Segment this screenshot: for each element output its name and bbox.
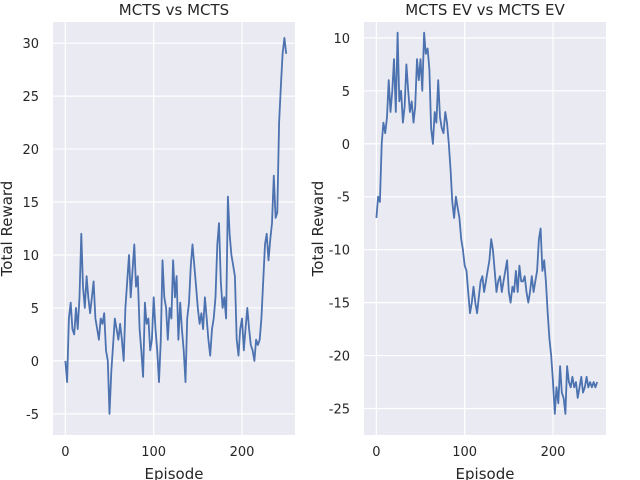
y-tick-label: -5 [337, 191, 350, 206]
plot-area [53, 22, 295, 435]
y-tick-label: -10 [329, 244, 350, 259]
x-tick-label: 200 [541, 445, 566, 460]
y-tick-label: 25 [22, 90, 39, 105]
x-tick-label: 100 [141, 445, 166, 460]
x-tick-label: 200 [230, 445, 255, 460]
y-tick-label: 30 [22, 37, 39, 52]
y-tick-label: 0 [31, 355, 39, 370]
y-tick-label: -15 [329, 297, 350, 312]
chart-title: MCTS EV vs MCTS EV [405, 1, 565, 19]
left-chart: -5 0 5 10 15 20 25 30 0 100 200 MCTS vs MCTS Episode… [0, 1, 295, 480]
x-tick-label: 0 [61, 445, 69, 460]
y-tick-label: -5 [26, 408, 39, 423]
y-tick-label: 10 [333, 32, 350, 47]
x-axis-label: Episode [456, 465, 515, 480]
x-tick-label: 0 [372, 445, 380, 460]
x-tick-label: 100 [452, 445, 477, 460]
series-line [375, 31, 599, 415]
series-line [64, 37, 288, 415]
y-tick-label: 15 [22, 196, 39, 211]
y-tick-label: 0 [342, 138, 350, 153]
x-axis-label: Episode [145, 465, 204, 480]
y-tick-label: 5 [342, 85, 350, 100]
y-tick-label: 20 [22, 143, 39, 158]
y-tick-label: 10 [22, 249, 39, 264]
y-axis-label: Total Reward [309, 181, 327, 278]
y-tick-label: -20 [329, 350, 350, 365]
y-tick-label: -25 [329, 403, 350, 418]
plot-area [364, 22, 606, 435]
chart-title: MCTS vs MCTS [119, 1, 229, 19]
y-axis-label: Total Reward [0, 181, 16, 278]
y-tick-label: 5 [31, 302, 39, 317]
